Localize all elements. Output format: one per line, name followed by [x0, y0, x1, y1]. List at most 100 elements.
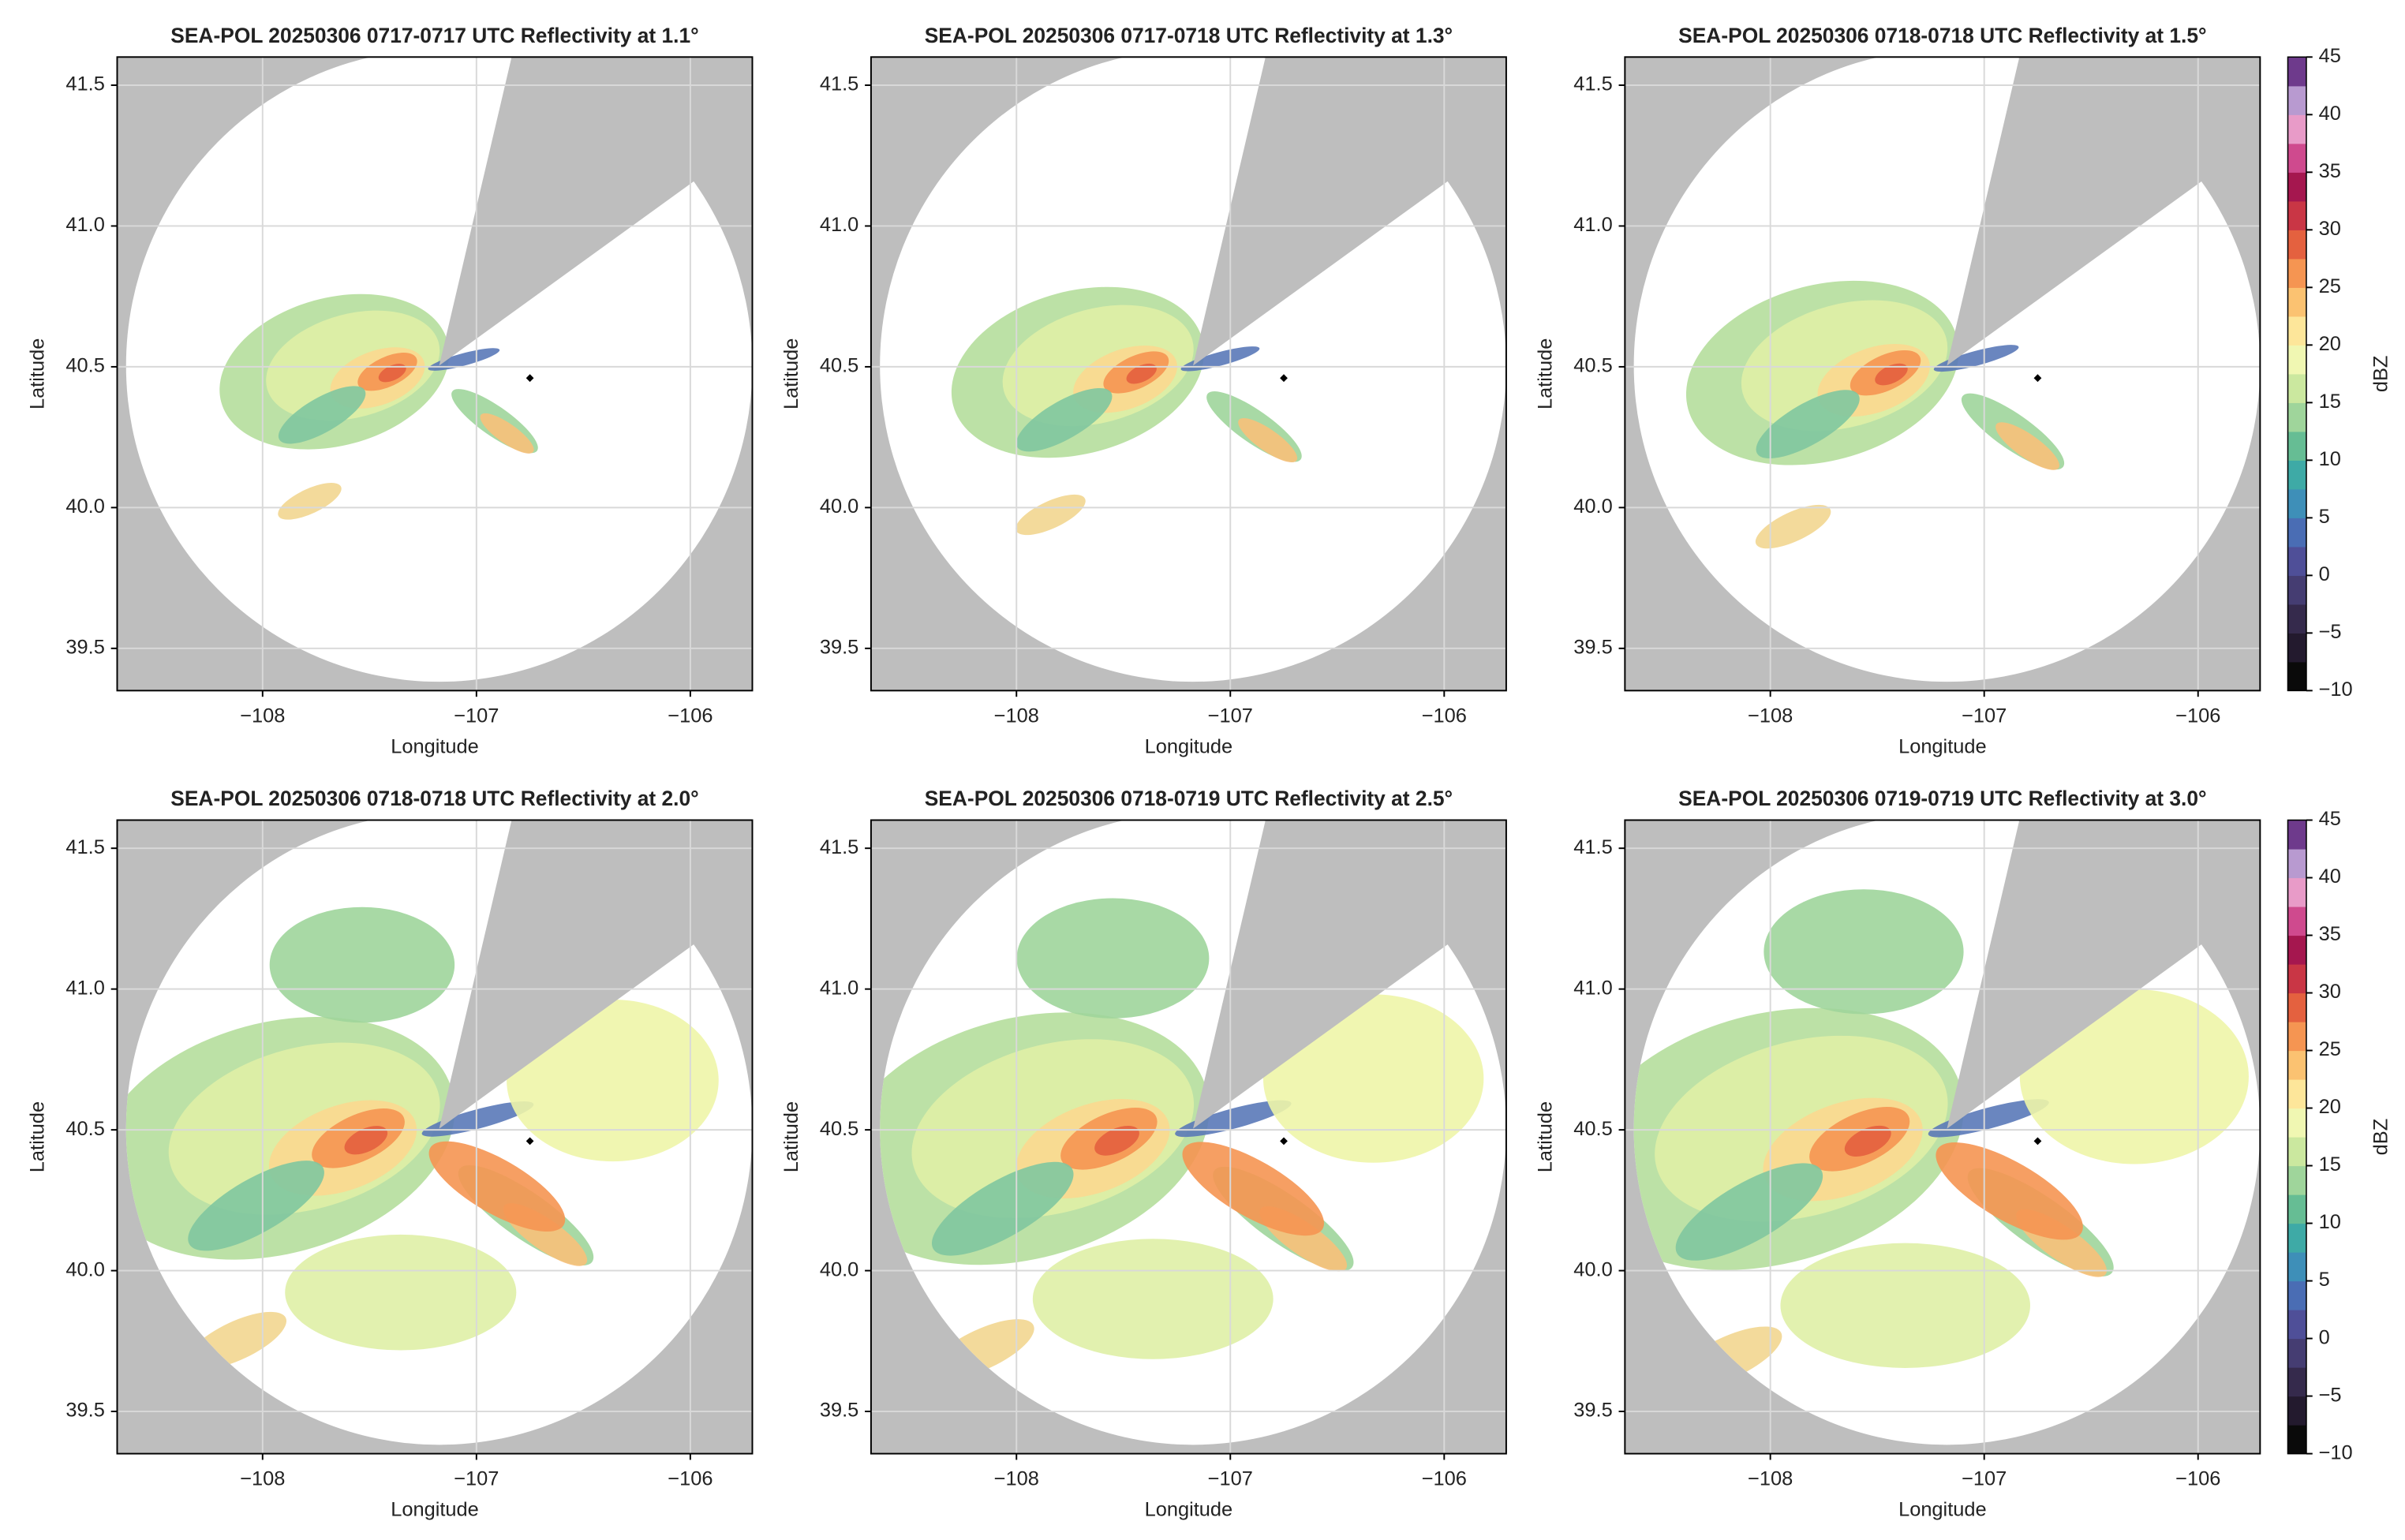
- colorbar-tick-label: −5: [2319, 1384, 2342, 1406]
- echo-region: [1238, 417, 1298, 462]
- echo-region: [378, 364, 406, 383]
- colorbar-tick-label: 15: [2319, 391, 2341, 413]
- x-tick-label: −108: [240, 705, 285, 727]
- y-tick-label: 41.5: [820, 836, 858, 858]
- colorbar-bin: [2287, 402, 2306, 432]
- colorbar-bin: [2287, 820, 2306, 850]
- echo-region: [1032, 1239, 1274, 1359]
- colorbar-frame: [2287, 819, 2307, 1455]
- colorbar-tick-label: 10: [2319, 1211, 2341, 1233]
- colorbar-bin: [2287, 1338, 2306, 1368]
- radar-marker: [526, 374, 534, 383]
- y-tick-label: 39.5: [820, 1400, 858, 1422]
- x-axis-label: Longitude: [1145, 1499, 1233, 1521]
- echo-region: [428, 348, 500, 371]
- colorbar-bin: [2287, 992, 2306, 1022]
- echoes: [1685, 280, 2065, 549]
- colorbar-tick-label: 40: [2319, 103, 2341, 125]
- y-tick-label: 41.0: [65, 214, 104, 236]
- y-tick-label: 39.5: [65, 637, 104, 659]
- colorbar-label: dBZ: [2369, 1119, 2392, 1156]
- y-tick-label: 40.0: [1573, 1258, 1612, 1280]
- colorbar-tick-label: 30: [2319, 218, 2341, 240]
- echoes: [880, 898, 1484, 1379]
- x-tick-label: −107: [1962, 1467, 2007, 1490]
- colorbar-tick-label: 30: [2319, 981, 2341, 1003]
- y-tick-label: 41.0: [1573, 977, 1612, 999]
- colorbar-tick-label: 45: [2319, 808, 2341, 830]
- x-axis-label: Longitude: [391, 1499, 479, 1521]
- x-tick-label: −108: [240, 1467, 285, 1490]
- radar-area: [880, 820, 1506, 1445]
- echoes: [125, 906, 719, 1370]
- panel: −108 −107 −106 39.5 40.0 40.5 41.0 41.5 SEA-POL …: [780, 787, 1507, 1521]
- chart-title: SEA-POL 20250306 0718-0718 UTC Reflectiv…: [1678, 24, 2206, 47]
- y-tick-label: 40.5: [820, 1118, 858, 1140]
- y-axis-label: Latitude: [780, 1101, 802, 1172]
- x-tick-label: −108: [1748, 1467, 1793, 1490]
- x-tick-label: −106: [668, 1467, 713, 1490]
- colorbar-bin: [2287, 935, 2306, 965]
- echo-region: [278, 386, 366, 444]
- echo-region: [1180, 346, 1260, 372]
- x-tick-label: −107: [1208, 705, 1253, 727]
- radar-area: [880, 57, 1506, 682]
- colorbar-bin: [2287, 57, 2306, 87]
- chart-title: SEA-POL 20250306 0719-0719 UTC Reflectiv…: [1678, 787, 2206, 810]
- blocked-sector: [1947, 820, 2261, 1129]
- echo-region: [1015, 387, 1113, 452]
- radar-marker: [2033, 1137, 2042, 1146]
- colorbar-bin: [2287, 1310, 2306, 1340]
- echo-region: [344, 1126, 388, 1155]
- colorbar-tick-label: 35: [2319, 160, 2341, 182]
- colorbar-tick-label: 25: [2319, 1038, 2341, 1060]
- colorbar-tick-label: 0: [2319, 563, 2330, 585]
- echo-region: [1780, 1243, 2030, 1368]
- colorbar-tick-label: 0: [2319, 1326, 2330, 1348]
- colorbar-bin: [2287, 373, 2306, 403]
- colorbar-tick-label: 10: [2319, 448, 2341, 470]
- y-axis-label: Latitude: [1534, 338, 1556, 409]
- radar-marker: [2033, 374, 2042, 383]
- chart-title: SEA-POL 20250306 0717-0718 UTC Reflectiv…: [925, 24, 1453, 47]
- colorbar-bin: [2287, 1050, 2306, 1080]
- colorbar-tick-label: 45: [2319, 45, 2341, 67]
- panel: −108 −107 −106 39.5 40.0 40.5 41.0 41.5 SEA-POL …: [780, 24, 1507, 757]
- colorbar-bin: [2287, 172, 2306, 202]
- echo-region: [1015, 494, 1086, 536]
- colorbar-tick-label: 25: [2319, 275, 2341, 297]
- x-axis-label: Longitude: [391, 735, 479, 757]
- echo-region: [1995, 422, 2060, 470]
- echo-region: [1844, 1125, 1891, 1157]
- echo-region: [1016, 898, 1210, 1019]
- x-tick-label: −108: [994, 705, 1039, 727]
- colorbar-bin: [2287, 258, 2306, 288]
- x-tick-label: −107: [454, 705, 499, 727]
- chart-title: SEA-POL 20250306 0717-0717 UTC Reflectiv…: [170, 24, 698, 47]
- colorbar-tick-label: 35: [2319, 923, 2341, 945]
- y-tick-label: 41.5: [1573, 836, 1612, 858]
- colorbar-frame: [2287, 56, 2307, 692]
- colorbar: −10 −5 0 5 10 15 20 25 30 35 40 45 dBZ: [2287, 808, 2392, 1463]
- y-tick-label: 40.5: [1573, 1118, 1612, 1140]
- echo-region: [931, 1161, 1074, 1256]
- echo-region: [1933, 345, 2019, 372]
- colorbar-bin: [2287, 661, 2306, 691]
- blocked-sector: [439, 820, 753, 1129]
- colorbar: −10 −5 0 5 10 15 20 25 30 35 40 45 dBZ: [2287, 45, 2392, 701]
- x-tick-label: −108: [994, 1467, 1039, 1490]
- x-tick-label: −106: [2175, 705, 2220, 727]
- y-tick-label: 40.0: [65, 1258, 104, 1280]
- echo-region: [1756, 390, 1860, 459]
- colorbar-tick-label: −10: [2319, 678, 2353, 701]
- y-tick-label: 40.5: [1573, 355, 1612, 377]
- colorbar-bin: [2287, 1396, 2306, 1426]
- colorbar-bin: [2287, 200, 2306, 230]
- x-tick-label: −107: [1208, 1467, 1253, 1490]
- echo-region: [1175, 1100, 1292, 1138]
- y-tick-label: 40.5: [820, 355, 858, 377]
- y-tick-label: 41.0: [820, 977, 858, 999]
- axes-frame: [1624, 819, 2261, 1455]
- radar-area: [125, 820, 753, 1445]
